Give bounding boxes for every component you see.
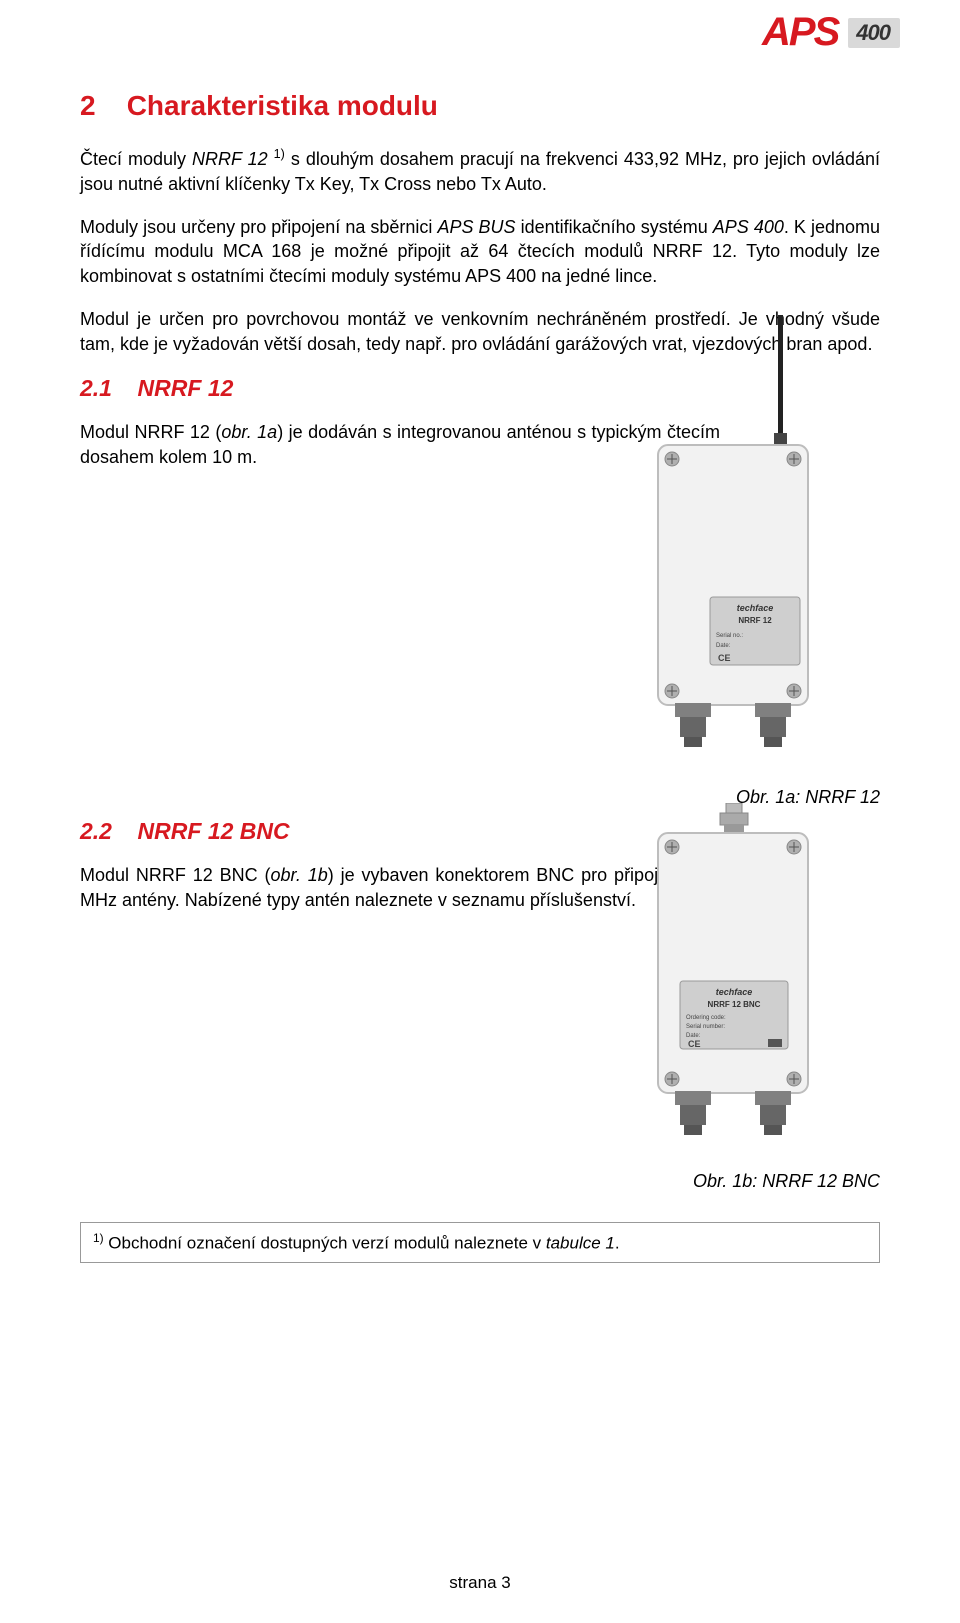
text: Modul NRRF 12 BNC ( — [80, 865, 271, 885]
paragraph-5: Modul NRRF 12 BNC (obr. 1b) je vybaven k… — [80, 863, 720, 913]
svg-text:techface: techface — [737, 603, 774, 613]
text-italic: APS 400 — [713, 217, 784, 237]
figure-nrrf-12-bnc: techface NRRF 12 BNC Ordering code: Seri… — [640, 803, 820, 1143]
svg-text:Ordering code:: Ordering code: — [686, 1015, 726, 1021]
paragraph-4: Modul NRRF 12 (obr. 1a) je dodáván s int… — [80, 420, 720, 470]
footnote-marker: 1) — [93, 1231, 104, 1245]
paragraph-2: Moduly jsou určeny pro připojení na sběr… — [80, 215, 880, 289]
footnote-box: 1) Obchodní označení dostupných verzí mo… — [80, 1222, 880, 1263]
text: Čtecí moduly — [80, 149, 192, 169]
text: Obchodní označení dostupných verzí modul… — [104, 1234, 546, 1253]
svg-text:techface: techface — [716, 987, 753, 997]
svg-text:NRRF 12 BNC: NRRF 12 BNC — [708, 1000, 761, 1009]
svg-text:CE: CE — [718, 653, 731, 663]
svg-text:Serial number:: Serial number: — [686, 1024, 725, 1030]
footnote-ref: 1) — [274, 147, 285, 161]
svg-text:Date:: Date: — [716, 643, 731, 649]
text-italic: APS BUS — [437, 217, 515, 237]
figure-nrrf-12: techface NRRF 12 Serial no.: Date: CE — [640, 315, 820, 755]
text-italic: obr. 1a — [221, 422, 277, 442]
paragraph-1: Čtecí moduly NRRF 12 1) s dlouhým dosahe… — [80, 146, 880, 197]
text-italic: obr. 1b — [271, 865, 328, 885]
figure-caption-1b: Obr. 1b: NRRF 12 BNC — [80, 1171, 880, 1192]
svg-text:CE: CE — [688, 1039, 701, 1049]
text: identifikačního systému — [516, 217, 713, 237]
text: . — [615, 1234, 620, 1253]
svg-text:Serial no.:: Serial no.: — [716, 633, 743, 639]
page-number: strana 3 — [0, 1573, 960, 1593]
section-heading: 2 Charakteristika modulu — [80, 90, 880, 122]
svg-text:NRRF 12: NRRF 12 — [738, 616, 772, 625]
subsection-title: NRRF 12 — [138, 375, 234, 401]
text: Modul NRRF 12 ( — [80, 422, 221, 442]
brand-logo: APS 400 — [762, 10, 900, 55]
logo-model: 400 — [848, 18, 900, 48]
section-number: 2 — [80, 90, 96, 121]
text-italic: NRRF 12 — [192, 149, 268, 169]
subsection-number: 2.2 — [80, 818, 112, 844]
text-italic: tabulce 1 — [546, 1234, 615, 1253]
subsection-title: NRRF 12 BNC — [138, 818, 290, 844]
logo-brand: APS — [762, 10, 838, 55]
section-title: Charakteristika modulu — [127, 90, 438, 121]
text: Moduly jsou určeny pro připojení na sběr… — [80, 217, 437, 237]
subsection-number: 2.1 — [80, 375, 112, 401]
